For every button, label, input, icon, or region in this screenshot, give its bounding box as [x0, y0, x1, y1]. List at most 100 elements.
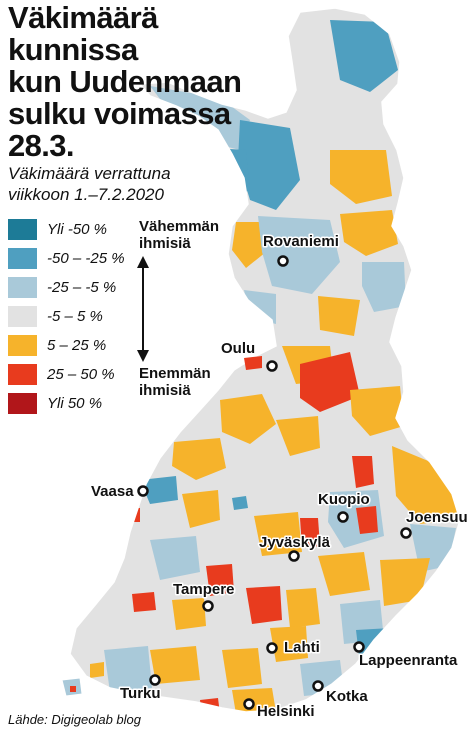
region-hameenlinna	[222, 648, 262, 688]
city-marker-icon	[243, 698, 255, 710]
legend-item-25-to-50: 25 – 50 %	[8, 360, 125, 389]
city-label: Tampere	[173, 581, 234, 598]
region-keuruu	[300, 518, 320, 548]
more-people-line-1: Enemmän	[139, 365, 211, 382]
region-seinajoki	[182, 490, 220, 528]
region-west-lapland	[238, 120, 300, 210]
city-kuopio: Kuopio	[317, 490, 371, 523]
region-sotkamo	[352, 456, 374, 488]
legend-item-over-50: Yli 50 %	[8, 389, 125, 418]
region-raahe	[220, 394, 276, 444]
legend-swatch	[8, 306, 37, 327]
legend-caption-line-2: viikkoon 1.–7.2.2020	[8, 185, 164, 204]
region-jamsa	[286, 588, 320, 628]
region-salla	[340, 210, 398, 256]
region-leppavirta	[356, 506, 378, 534]
city-label: Rovaniemi	[263, 233, 339, 250]
city-marker-icon	[400, 527, 412, 539]
legend-swatch	[8, 335, 37, 356]
legend-swatch	[8, 219, 37, 240]
more-people-line-2: ihmisiä	[139, 382, 191, 399]
city-rovaniemi: Rovaniemi	[262, 232, 340, 267]
region-vaasa-area	[140, 476, 178, 504]
region-jyvaskyla-north	[254, 512, 302, 556]
region-kangasala	[246, 586, 282, 624]
less-people-line-1: Vähemmän	[139, 218, 220, 235]
legend-label: 25 – 50 %	[47, 366, 115, 383]
region-siikalatva	[276, 416, 320, 456]
map-title: Väkimäärä kunnissa kun Uudenmaan sulku v…	[8, 0, 242, 163]
city-lahti: Lahti	[266, 638, 321, 658]
less-people-label: Vähemmän ihmisiä	[139, 218, 219, 252]
city-tampere: Tampere	[172, 580, 236, 612]
city-label: Kotka	[326, 688, 368, 705]
legend-label: -5 – 5 %	[47, 308, 103, 325]
legend-label: Yli 50 %	[47, 395, 103, 412]
city-jyvaskyla: Jyväskylä	[258, 533, 332, 562]
city-label: Lahti	[284, 639, 320, 656]
city-marker-icon	[202, 600, 214, 612]
legend-item-over-minus-50: Yli -50 %	[8, 215, 125, 244]
region-pori	[132, 592, 156, 612]
city-oulu: Oulu	[220, 339, 278, 372]
arrow-up-icon	[137, 256, 149, 268]
region-alavus	[232, 496, 248, 510]
legend-label: -50 – -25 %	[47, 250, 125, 267]
legend-arrow	[137, 256, 149, 362]
city-label: Vaasa	[91, 483, 134, 500]
city-lappeenranta: Lappeenranta	[353, 641, 460, 671]
region-kuopio	[328, 490, 384, 548]
city-marker-icon	[137, 485, 149, 497]
city-joensuu: Joensuu	[400, 508, 468, 539]
finland-outline	[69, 7, 461, 713]
legend-swatch	[8, 393, 37, 414]
city-label: Turku	[120, 685, 161, 702]
city-label: Joensuu	[406, 509, 468, 526]
city-label: Jyväskylä	[259, 534, 331, 551]
city-marker-icon	[149, 674, 161, 686]
city-marker-icon	[353, 641, 365, 653]
legend-swatch	[8, 277, 37, 298]
region-lieksa	[392, 446, 458, 524]
legend-item-minus-5-to-5: -5 – 5 %	[8, 302, 125, 331]
city-label: Helsinki	[257, 703, 315, 720]
region-mikkeli	[318, 552, 370, 596]
city-turku: Turku	[119, 674, 162, 704]
region-utajarvi	[300, 352, 360, 412]
aland-highlight	[70, 686, 76, 692]
region-taivalkoski	[318, 296, 360, 336]
city-vaasa: Vaasa	[90, 482, 149, 502]
legend-label: -25 – -5 %	[47, 279, 117, 296]
arrow-down-icon	[137, 350, 149, 362]
city-kotka: Kotka	[312, 680, 370, 707]
legend-label: 5 – 25 %	[47, 337, 107, 354]
region-tampere-west	[172, 598, 206, 630]
legend-item-minus-50-to-minus-25: -50 – -25 %	[8, 244, 125, 273]
source-credit: Lähde: Digigeolab blog	[8, 712, 141, 727]
region-kristiinankaupunki	[150, 536, 200, 580]
region-kuusamo	[362, 262, 406, 312]
legend-swatch	[8, 364, 37, 385]
city-label: Kuopio	[318, 491, 370, 508]
region-kainuu	[350, 386, 404, 436]
city-marker-icon	[277, 255, 289, 267]
region-salo	[150, 646, 200, 684]
city-helsinki: Helsinki	[243, 698, 316, 722]
city-marker-icon	[312, 680, 324, 692]
region-kolari	[232, 222, 266, 268]
region-rovaniemi	[258, 216, 340, 294]
region-savonlinna	[380, 558, 430, 606]
region-lahti	[270, 626, 308, 662]
region-northeast-lapland	[330, 20, 398, 92]
legend-item-5-to-25: 5 – 25 %	[8, 331, 125, 360]
region-ikaalinen	[206, 564, 234, 596]
region-turku-area	[104, 646, 152, 692]
city-marker-icon	[266, 360, 278, 372]
region-kittila	[330, 150, 392, 204]
region-archipelago	[90, 662, 104, 678]
region-kokkola	[172, 438, 226, 480]
city-marker-icon	[337, 511, 349, 523]
city-label: Oulu	[221, 340, 255, 357]
city-label: Lappeenranta	[359, 652, 458, 669]
